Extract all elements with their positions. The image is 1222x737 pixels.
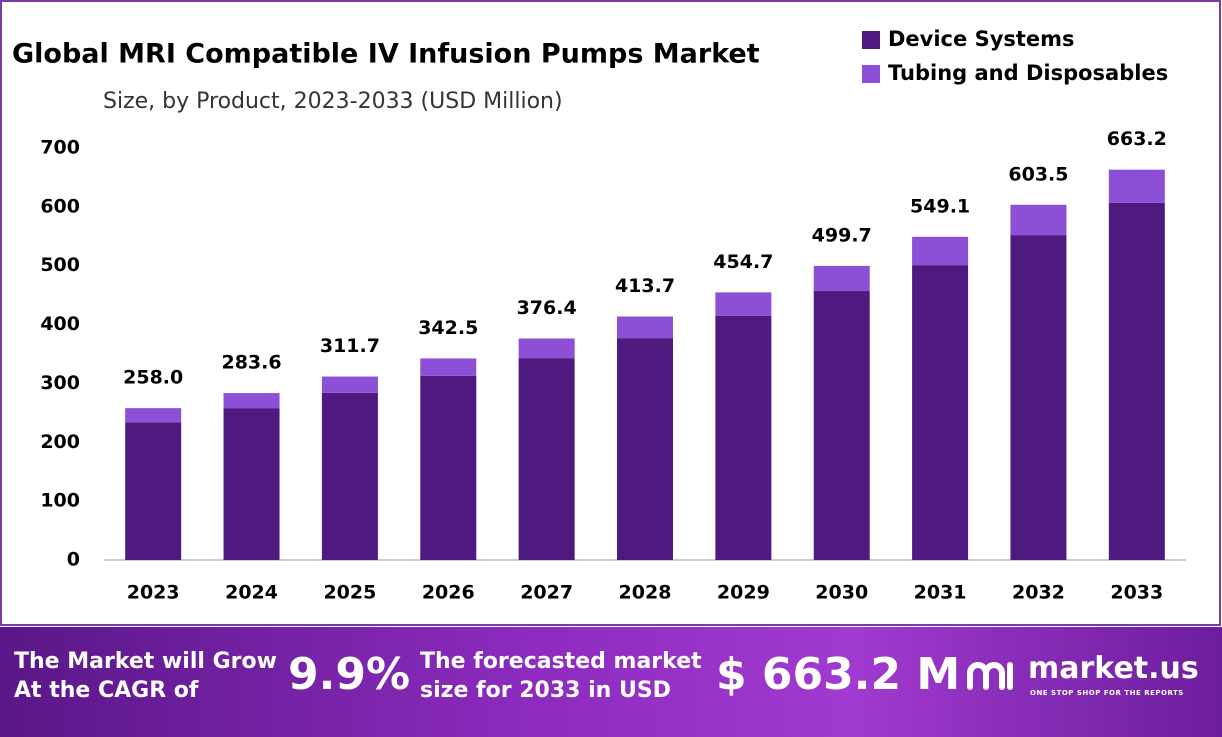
x-tick-label: 2025	[323, 582, 376, 604]
bar-segment	[813, 265, 870, 292]
x-tick-label: 2029	[717, 582, 770, 604]
y-tick-label: 0	[67, 549, 80, 571]
x-tick-label: 2024	[225, 582, 278, 604]
bar-segment	[125, 422, 182, 560]
bar-segment	[125, 408, 182, 423]
total-label: 603.5	[1008, 163, 1068, 185]
bar-segment	[518, 358, 575, 560]
tagline: ONE STOP SHOP FOR THE REPORTS	[1030, 689, 1184, 697]
frame	[0, 0, 1221, 626]
x-tick-label: 2028	[619, 582, 672, 604]
forecast-value: $ 663.2 M	[716, 649, 961, 700]
bar-segment	[420, 358, 477, 376]
legend-label: Device Systems	[888, 27, 1075, 51]
bar-segment	[715, 292, 772, 316]
total-label: 376.4	[517, 297, 577, 319]
bar-segment	[420, 375, 477, 560]
chart-subtitle: Size, by Product, 2023-2033 (USD Million…	[103, 89, 563, 114]
total-label: 413.7	[615, 275, 675, 297]
x-tick-label: 2030	[815, 582, 868, 604]
x-tick-label: 2026	[422, 582, 475, 604]
total-label: 549.1	[910, 195, 970, 217]
x-tick-label: 2027	[520, 582, 573, 604]
cagr-text: The Market will Grow At the CAGR of	[14, 647, 277, 705]
forecast-line: The forecasted market	[420, 649, 702, 674]
bar-segment	[1108, 202, 1165, 561]
x-tick-label: 2033	[1110, 582, 1163, 604]
bar-segment	[1108, 169, 1165, 203]
total-label: 499.7	[812, 224, 872, 246]
y-tick-label: 200	[40, 431, 80, 453]
legend-label: Tubing and Disposables	[888, 61, 1168, 85]
forecast-line: size for 2033 in USD	[420, 678, 671, 703]
total-label: 311.7	[320, 335, 380, 357]
cagr-value: 9.9%	[288, 649, 411, 700]
bar-segment	[617, 316, 673, 339]
chart: Global MRI Compatible IV Infusion Pumps …	[0, 0, 1221, 626]
legend-swatch	[862, 65, 880, 83]
y-tick-label: 500	[40, 254, 80, 276]
bar-segment	[1010, 235, 1067, 560]
x-tick-label: 2023	[127, 582, 180, 604]
total-label: 342.5	[418, 317, 478, 339]
logo-icon	[967, 662, 1013, 690]
chart-title: Global MRI Compatible IV Infusion Pumps …	[12, 39, 760, 70]
y-tick-label: 600	[40, 195, 80, 217]
x-tick-label: 2032	[1012, 582, 1065, 604]
bar-segment	[617, 338, 673, 560]
y-tick-label: 300	[40, 372, 80, 394]
y-tick-label: 700	[40, 137, 80, 159]
bar-segment	[223, 408, 280, 560]
bar-segment	[912, 265, 969, 560]
bar-segment	[223, 393, 280, 409]
cagr-line: The Market will Grow	[14, 649, 277, 674]
total-label: 283.6	[221, 352, 281, 374]
footer: The Market will Grow At the CAGR of 9.9% …	[0, 627, 1222, 737]
bar-segment	[321, 376, 378, 393]
bar-segment	[715, 315, 772, 560]
bar-segment	[518, 338, 575, 359]
total-label: 258.0	[123, 367, 183, 389]
bar-segment	[321, 392, 378, 560]
legend-swatch	[862, 31, 880, 49]
bar-segment	[912, 236, 969, 266]
y-tick-label: 400	[40, 313, 80, 335]
x-tick-label: 2031	[914, 582, 967, 604]
bar-segment	[1010, 204, 1067, 236]
bar-segment	[813, 291, 870, 560]
y-tick-label: 100	[40, 490, 80, 512]
total-label: 663.2	[1107, 128, 1167, 150]
forecast-text: The forecasted market size for 2033 in US…	[420, 647, 702, 705]
total-label: 454.7	[713, 251, 773, 273]
cagr-line: At the CAGR of	[14, 678, 199, 703]
brand: market.us	[1028, 651, 1199, 686]
